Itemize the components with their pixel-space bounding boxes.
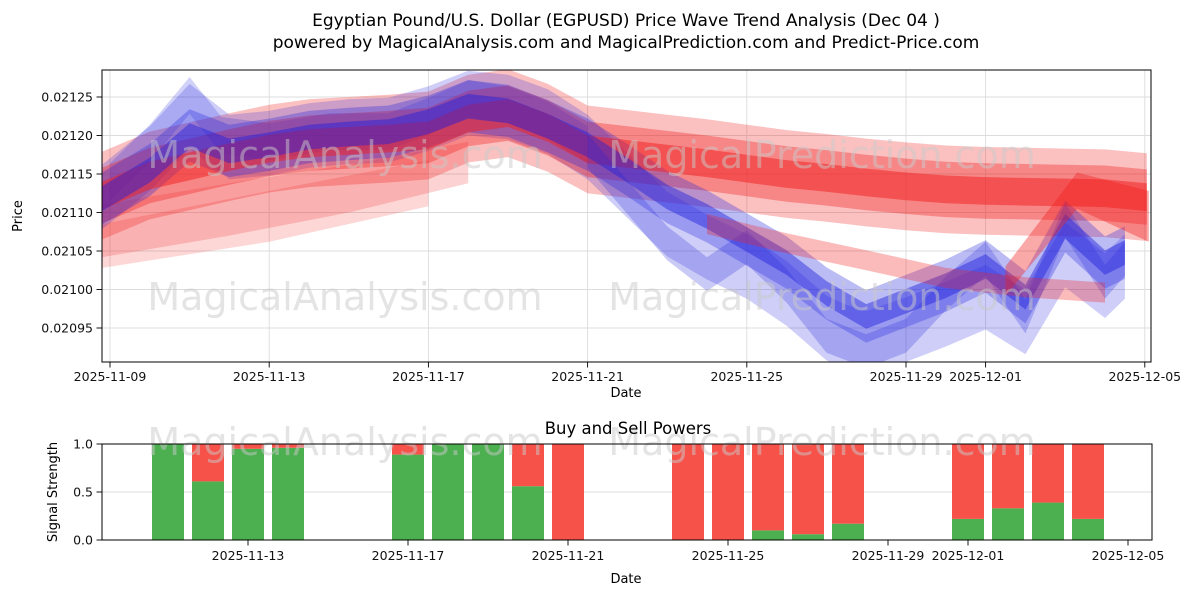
price-chart-axes: 0.02125 0.02120 0.02115 0.02110 0.02105 0.021… [41, 69, 1181, 384]
buy-power-bar-segment [832, 523, 864, 540]
watermark-analysis-row2: MagicalAnalysis.com [147, 275, 542, 319]
power-y-tick-label: 0.5 [73, 484, 93, 499]
price-x-tick-label: 2025-11-25 [710, 369, 783, 384]
price-y-tick-label: 0.02110 [41, 205, 93, 220]
sell-power-bar-segment [832, 444, 864, 524]
red-wave-band [102, 99, 1147, 211]
price-y-tick-label: 0.02125 [41, 89, 93, 104]
buy-power-bar-segment [272, 447, 304, 540]
price-x-tick-label: 2025-11-21 [551, 369, 624, 384]
price-x-tick-label: 2025-12-05 [1108, 369, 1181, 384]
price-x-tick-label: 2025-12-01 [949, 369, 1022, 384]
power-y-tick-label: 0.0 [73, 532, 93, 547]
price-y-tick-label: 0.02095 [41, 320, 93, 335]
power-x-tick-label: 2025-11-21 [532, 548, 605, 563]
buy-power-bar-segment [792, 534, 824, 540]
red-wave-band [1005, 172, 1149, 296]
buy-power-bar-segment [752, 530, 784, 540]
price-x-tick-label: 2025-11-13 [233, 369, 306, 384]
buy-power-bar-segment [512, 486, 544, 540]
buy-power-bar-segment [232, 448, 264, 540]
price-x-tick-label: 2025-11-09 [74, 369, 147, 384]
power-chart-axes: 0.0 0.5 1.0 2025-11-13 2025-11-17 2025-11-21 2… [73, 436, 1164, 563]
power-y-axis-label: Signal Strength [46, 442, 61, 542]
power-x-tick-label: 2025-12-05 [1092, 548, 1165, 563]
buy-power-bar-segment [992, 508, 1024, 540]
power-x-tick-label: 2025-12-01 [932, 548, 1005, 563]
price-y-tick-label: 0.02120 [41, 128, 93, 143]
sell-power-bar-segment [712, 444, 744, 540]
sell-power-bar-segment [752, 444, 784, 531]
buy-power-bar-segment [432, 444, 464, 540]
power-x-tick-label: 2025-11-17 [372, 548, 445, 563]
buy-power-bar-segment [192, 481, 224, 540]
power-x-tick-label: 2025-11-13 [212, 548, 285, 563]
sell-power-bar-segment [792, 444, 824, 535]
power-y-tick-label: 1.0 [73, 436, 93, 451]
buy-power-bar-segment [152, 444, 184, 540]
sell-power-bar-segment [1032, 444, 1064, 503]
sell-power-bar-segment [952, 444, 984, 519]
sell-power-bar-segment [392, 444, 424, 455]
price-x-tick-label: 2025-11-17 [392, 369, 465, 384]
sell-power-bar-segment [232, 444, 264, 449]
figure-title: Egyptian Pound/U.S. Dollar (EGPUSD) Pric… [312, 11, 940, 31]
price-chart-gridlines [102, 70, 1151, 362]
price-x-tick-label: 2025-11-29 [870, 369, 943, 384]
price-plot-border [101, 69, 1152, 363]
blue-wave-band [587, 134, 1125, 362]
sell-power-bar-segment [1072, 444, 1104, 519]
watermark-analysis-row1: MagicalAnalysis.com [147, 133, 542, 177]
sell-power-bar-segment [992, 444, 1024, 509]
sell-power-bar-segment [672, 444, 704, 540]
buy-power-bar-segment [1072, 518, 1104, 540]
watermark-prediction-row3: MagicalPrediction.com [608, 420, 1036, 464]
sell-power-bar-segment [552, 444, 584, 540]
price-x-axis-label: Date [610, 386, 641, 401]
red-wave-band [707, 214, 1105, 303]
sell-power-bar-segment [512, 444, 544, 487]
red-wave-band [102, 160, 429, 268]
price-y-tick-label: 0.02100 [41, 282, 93, 297]
watermark-prediction-row1: MagicalPrediction.com [608, 133, 1036, 177]
power-chart-bars [152, 444, 1104, 540]
price-y-axis-label: Price [11, 200, 26, 232]
power-x-axis-label: Date [610, 572, 641, 587]
blue-wave-band [102, 93, 1125, 329]
figure-subtitle: powered by MagicalAnalysis.com and Magic… [273, 33, 980, 53]
buy-power-bar-segment [472, 444, 504, 540]
power-chart-title: Buy and Sell Powers [545, 419, 712, 438]
sell-power-bar-segment [272, 444, 304, 448]
power-x-tick-label: 2025-11-29 [852, 548, 925, 563]
price-y-tick-label: 0.02105 [41, 243, 93, 258]
price-chart-wave-bands [102, 70, 1149, 362]
price-y-tick-label: 0.02115 [41, 166, 93, 181]
red-wave-band [102, 141, 469, 258]
buy-power-bar-segment [392, 454, 424, 540]
watermark-prediction-row2: MagicalPrediction.com [608, 275, 1036, 319]
buy-power-bar-segment [1032, 502, 1064, 540]
sell-power-bar-segment [192, 444, 224, 482]
watermark-analysis-row3: MagicalAnalysis.com [147, 420, 542, 464]
power-x-tick-label: 2025-11-25 [692, 548, 765, 563]
buy-power-bar-segment [952, 518, 984, 540]
